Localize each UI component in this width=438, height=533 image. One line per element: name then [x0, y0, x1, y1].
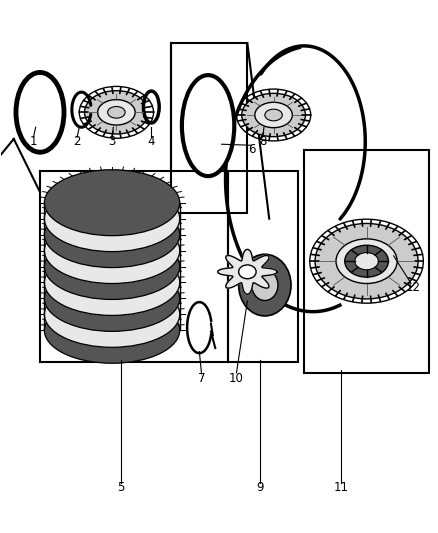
Text: 11: 11 — [334, 481, 349, 494]
Ellipse shape — [44, 281, 180, 348]
Text: 1: 1 — [30, 135, 37, 148]
Ellipse shape — [98, 100, 135, 125]
Ellipse shape — [144, 91, 159, 123]
Ellipse shape — [44, 169, 180, 236]
Ellipse shape — [85, 91, 148, 134]
Ellipse shape — [346, 246, 387, 276]
Ellipse shape — [242, 93, 305, 136]
Ellipse shape — [239, 265, 256, 279]
Ellipse shape — [336, 239, 397, 284]
Text: 9: 9 — [257, 481, 264, 494]
Ellipse shape — [355, 253, 378, 270]
Text: 12: 12 — [406, 281, 421, 294]
Ellipse shape — [44, 233, 180, 300]
Ellipse shape — [44, 185, 180, 252]
Text: 7: 7 — [198, 372, 205, 385]
Ellipse shape — [265, 109, 283, 121]
Text: 6: 6 — [248, 143, 255, 156]
Ellipse shape — [44, 265, 180, 332]
Ellipse shape — [315, 223, 418, 299]
Bar — [304, 150, 428, 373]
Text: 3: 3 — [108, 135, 116, 148]
Ellipse shape — [252, 270, 278, 301]
Bar — [228, 171, 297, 362]
Text: 2: 2 — [73, 135, 81, 148]
Ellipse shape — [44, 249, 180, 316]
Bar — [40, 171, 228, 362]
Bar — [171, 43, 247, 213]
Ellipse shape — [345, 245, 389, 277]
Text: 5: 5 — [117, 481, 124, 494]
Ellipse shape — [108, 107, 125, 118]
Ellipse shape — [44, 217, 180, 284]
Ellipse shape — [255, 102, 292, 128]
Ellipse shape — [16, 72, 64, 152]
Text: 10: 10 — [229, 372, 244, 385]
Ellipse shape — [182, 75, 234, 176]
Ellipse shape — [239, 254, 291, 316]
Ellipse shape — [44, 297, 180, 364]
Polygon shape — [218, 249, 277, 294]
Text: 8: 8 — [259, 135, 266, 148]
Text: 4: 4 — [148, 135, 155, 148]
Ellipse shape — [44, 201, 180, 268]
